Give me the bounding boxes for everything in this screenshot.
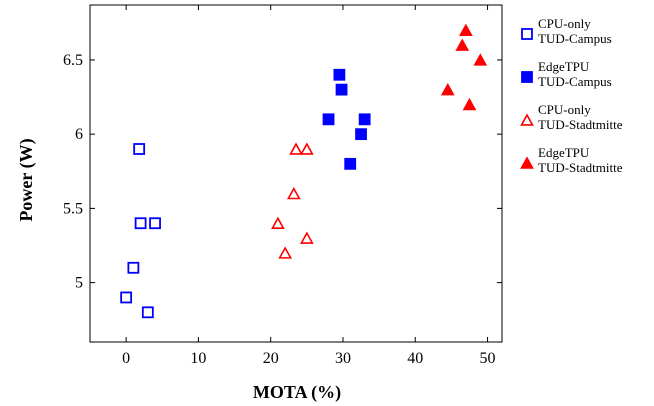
data-point (299, 231, 314, 244)
x-tick-label: 30 (335, 350, 351, 367)
data-point (455, 38, 470, 51)
data-point (271, 216, 285, 229)
series-0 (120, 143, 161, 319)
data-point (358, 113, 371, 126)
data-points (120, 23, 488, 319)
y-axis-ticks: 5 5.5 6 6.5 (63, 52, 502, 292)
y-tick-label: 5 (75, 275, 83, 292)
data-point (473, 53, 488, 66)
x-axis-label: MOTA (%) (253, 382, 341, 403)
series-3 (440, 23, 488, 111)
data-point (120, 291, 133, 304)
x-tick-label: 50 (480, 350, 496, 367)
data-point (335, 83, 348, 96)
series-2 (271, 142, 314, 259)
x-tick-label: 40 (407, 350, 423, 367)
legend-label-line1: EdgeTPU (538, 145, 590, 160)
series-1 (322, 68, 371, 170)
data-point (278, 246, 293, 259)
legend-marker (520, 156, 534, 169)
data-point (344, 157, 357, 170)
data-point (127, 261, 140, 274)
data-point (289, 142, 303, 155)
y-tick-label: 6 (75, 126, 83, 143)
x-tick-label: 10 (190, 350, 206, 367)
legend-label-line2: TUD-Campus (538, 31, 612, 46)
legend: CPU-onlyTUD-CampusEdgeTPUTUD-CampusCPU-o… (520, 16, 623, 175)
legend-label-line1: CPU-only (538, 102, 591, 117)
data-point (141, 306, 154, 319)
y-tick-label: 6.5 (63, 52, 83, 69)
data-point (299, 142, 314, 155)
legend-marker (521, 28, 533, 40)
data-point (440, 83, 455, 96)
y-axis-label: Power (W) (16, 138, 37, 221)
data-point (133, 143, 146, 155)
plot-frame (89, 4, 503, 343)
legend-label-line1: CPU-only (538, 16, 591, 31)
data-point (149, 217, 161, 230)
data-point (459, 23, 473, 36)
legend-label-line2: TUD-Stadtmitte (538, 160, 623, 175)
data-point (462, 97, 477, 111)
legend-label-line1: EdgeTPU (538, 59, 590, 74)
data-point (286, 186, 301, 200)
data-point (322, 113, 335, 126)
y-tick-label: 5.5 (63, 200, 83, 217)
legend-label-line2: TUD-Stadtmitte (538, 117, 623, 132)
x-tick-label: 0 (122, 350, 130, 367)
legend-marker (521, 71, 533, 83)
data-point (355, 128, 367, 141)
plot-area (89, 4, 503, 343)
data-point (134, 217, 147, 230)
x-axis-ticks: 0 10 20 30 40 50 (122, 5, 496, 367)
data-point (333, 68, 346, 81)
legend-label-line2: TUD-Campus (538, 74, 612, 89)
x-tick-label: 20 (263, 350, 279, 367)
legend-marker (520, 113, 534, 126)
